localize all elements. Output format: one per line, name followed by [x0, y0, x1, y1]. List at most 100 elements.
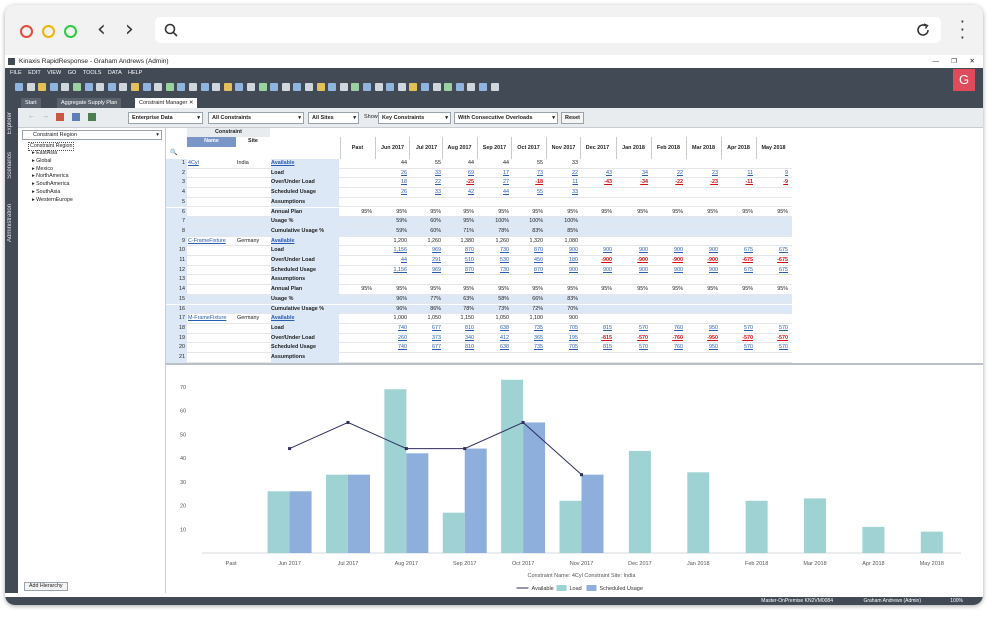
table-cell[interactable]: 450: [534, 257, 543, 263]
table-cell[interactable]: 900: [639, 266, 648, 273]
table-cell[interactable]: 870: [465, 266, 474, 273]
table-cell[interactable]: -11: [745, 179, 754, 186]
table-cell[interactable]: -23: [710, 179, 718, 186]
table-cell[interactable]: -570: [742, 334, 753, 341]
restore-window-icon[interactable]: ❐: [951, 58, 957, 65]
tab-close-icon[interactable]: ✕: [188, 100, 194, 106]
table-cell[interactable]: 815: [603, 324, 612, 331]
table-cell[interactable]: 22: [435, 179, 441, 186]
table-cell[interactable]: -25: [466, 179, 474, 186]
table-cell[interactable]: 969: [432, 266, 441, 273]
toolbar-button-icon[interactable]: [96, 83, 105, 91]
toolbar-button-icon[interactable]: [432, 83, 441, 91]
table-cell[interactable]: 900: [603, 266, 612, 273]
table-cell[interactable]: 22: [572, 169, 578, 176]
table-cell[interactable]: 9: [785, 169, 788, 176]
table-cell[interactable]: 17: [503, 169, 509, 176]
table-cell[interactable]: 18: [401, 179, 407, 186]
toolbar-button-icon[interactable]: [490, 83, 499, 91]
table-cell[interactable]: 638: [500, 344, 509, 351]
toolbar-button-icon[interactable]: [73, 83, 81, 91]
table-cell[interactable]: 870: [465, 247, 474, 254]
back-icon[interactable]: ←: [28, 113, 35, 120]
toolbar-button-icon[interactable]: [316, 83, 325, 91]
constraint-name-link[interactable]: C-FrameFixture: [188, 237, 226, 244]
menu-view[interactable]: VIEW: [47, 70, 62, 76]
table-cell[interactable]: 900: [674, 266, 683, 273]
tree-item[interactable]: ▸ EastAsia: [32, 150, 57, 157]
sites-select[interactable]: All Sites ▾: [308, 112, 359, 124]
toolbar-button-icon[interactable]: [223, 83, 232, 91]
table-cell[interactable]: 27: [503, 179, 509, 186]
url-bar[interactable]: [155, 17, 941, 43]
toolbar-button-icon[interactable]: [305, 83, 313, 91]
table-cell[interactable]: 740: [398, 344, 407, 351]
toolbar-button-icon[interactable]: [84, 83, 93, 91]
toolbar-button-icon[interactable]: [200, 83, 209, 91]
toolbar-button-icon[interactable]: [467, 83, 476, 91]
table-cell[interactable]: 638: [500, 324, 509, 331]
table-cell[interactable]: -900: [707, 257, 718, 263]
toolbar-button-icon[interactable]: [154, 83, 163, 91]
toolbar-button-icon[interactable]: [363, 83, 371, 91]
table-cell[interactable]: -900: [637, 257, 648, 263]
table-cell[interactable]: 730: [500, 266, 509, 273]
table-cell[interactable]: 1,156: [393, 266, 408, 273]
table-cell[interactable]: 900: [569, 247, 578, 254]
toolbar-button-icon[interactable]: [26, 83, 35, 91]
table-cell[interactable]: 44: [503, 189, 509, 196]
table-cell[interactable]: -34: [640, 179, 648, 186]
table-cell[interactable]: 870: [534, 247, 543, 254]
table-cell[interactable]: 570: [639, 324, 648, 331]
table-cell[interactable]: 11: [747, 169, 753, 176]
table-cell[interactable]: 570: [779, 344, 788, 351]
toolbar-button-icon[interactable]: [270, 83, 279, 91]
toolbar-button-icon[interactable]: [119, 83, 128, 91]
table-cell[interactable]: -22: [675, 179, 683, 186]
table-cell[interactable]: 950: [709, 324, 718, 331]
close-dot-icon[interactable]: [20, 25, 33, 38]
chevron-right-icon[interactable]: ▸: [32, 157, 37, 164]
table-cell[interactable]: 675: [779, 247, 788, 254]
tree-item[interactable]: ▸ Global: [32, 158, 51, 165]
table-cell[interactable]: 44: [401, 257, 407, 263]
toolbar-button-icon[interactable]: [189, 83, 197, 91]
search-icon[interactable]: 🔍: [170, 150, 178, 156]
table-cell[interactable]: 677: [432, 324, 441, 331]
table-cell[interactable]: 705: [569, 344, 578, 351]
measure-label[interactable]: Available: [271, 236, 339, 247]
minimize-window-icon[interactable]: —: [932, 58, 940, 65]
toolbar-button-icon[interactable]: [49, 83, 58, 91]
table-cell[interactable]: 69: [468, 169, 474, 176]
table-cell[interactable]: 570: [744, 324, 753, 331]
table-cell[interactable]: 510: [465, 257, 474, 263]
table-cell[interactable]: 180: [569, 257, 578, 263]
table-cell[interactable]: 740: [398, 324, 407, 331]
table-cell[interactable]: 26: [401, 189, 407, 196]
table-cell[interactable]: 33: [435, 169, 441, 176]
table-cell[interactable]: 33: [572, 189, 578, 196]
tree-item[interactable]: ▸ Mexico: [32, 166, 53, 173]
filter-icon[interactable]: [88, 113, 96, 121]
table-cell[interactable]: 412: [500, 334, 509, 341]
table-cell[interactable]: 675: [744, 266, 753, 273]
table-cell[interactable]: -570: [637, 334, 648, 341]
table-cell[interactable]: 34: [642, 169, 648, 176]
menu-file[interactable]: FILE: [10, 70, 22, 76]
table-cell[interactable]: 42: [468, 189, 474, 196]
toolbar-button-icon[interactable]: [212, 83, 221, 91]
table-cell[interactable]: -570: [777, 334, 788, 341]
sidebar-tab-scenarios[interactable]: Scenarios: [7, 152, 13, 179]
toolbar-button-icon[interactable]: [165, 83, 174, 91]
table-cell[interactable]: -675: [777, 257, 788, 263]
table-cell[interactable]: 760: [674, 324, 683, 331]
table-cell[interactable]: 195: [569, 334, 578, 341]
table-cell[interactable]: 900: [674, 247, 683, 254]
sidebar-tab-administration[interactable]: Administration: [7, 204, 13, 243]
tree-item[interactable]: ▸ NorthAmerica: [32, 173, 69, 180]
toolbar-button-icon[interactable]: [38, 83, 47, 91]
table-cell[interactable]: 570: [779, 324, 788, 331]
menu-data[interactable]: DATA: [107, 70, 122, 76]
table-cell[interactable]: -950: [707, 334, 718, 341]
table-cell[interactable]: 815: [603, 344, 612, 351]
